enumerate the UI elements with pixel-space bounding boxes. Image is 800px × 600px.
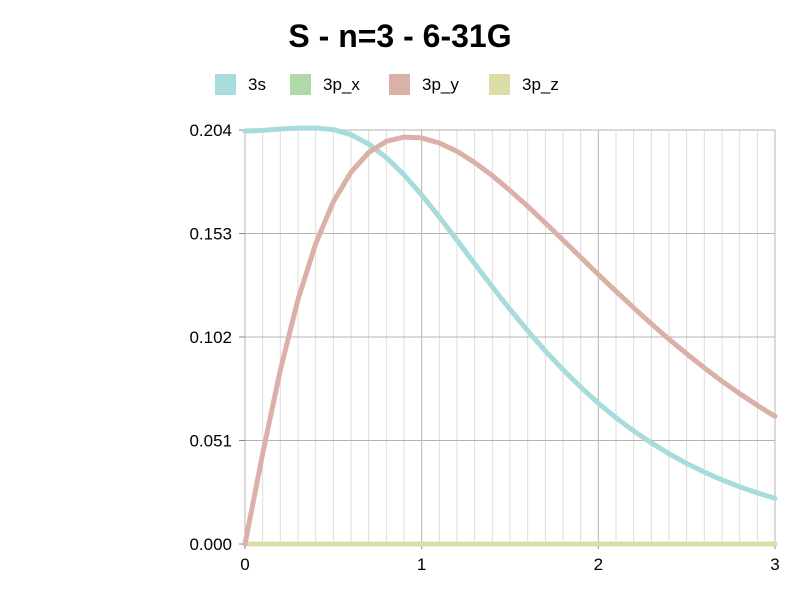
legend-swatch — [215, 74, 236, 95]
x-tick-label: 1 — [417, 555, 426, 574]
series-line-3s — [242, 125, 778, 501]
y-tick-label: 0.102 — [189, 328, 232, 347]
legend: 3s 3p_x 3p_y 3p_z — [215, 74, 559, 95]
legend-swatch — [290, 74, 311, 95]
legend-label: 3p_z — [522, 75, 559, 94]
legend-item-3s[interactable]: 3s — [215, 74, 266, 95]
legend-swatch — [389, 74, 410, 95]
x-tick-label: 2 — [594, 555, 603, 574]
legend-item-3p-z[interactable]: 3p_z — [489, 74, 559, 95]
y-tick-label: 0.153 — [189, 225, 232, 244]
y-tick-label: 0.051 — [189, 432, 232, 451]
chart-title: S - n=3 - 6-31G — [288, 18, 511, 54]
x-tick-label: 3 — [770, 555, 779, 574]
x-tick-label: 0 — [240, 555, 249, 574]
legend-item-3p-x[interactable]: 3p_x — [290, 74, 360, 95]
tick-labels: 0.000 0.051 0.102 0.153 0.204 0 1 2 3 — [189, 121, 779, 574]
y-tick-label: 0.204 — [189, 121, 232, 140]
y-tick-label: 0.000 — [189, 535, 232, 554]
legend-label: 3s — [248, 75, 266, 94]
legend-label: 3p_y — [422, 75, 459, 94]
series-layer — [242, 125, 778, 547]
legend-swatch — [489, 74, 510, 95]
series-line-3p-y — [242, 134, 778, 547]
legend-label: 3p_x — [323, 75, 360, 94]
axes — [239, 129, 776, 549]
legend-item-3p-y[interactable]: 3p_y — [389, 74, 459, 95]
